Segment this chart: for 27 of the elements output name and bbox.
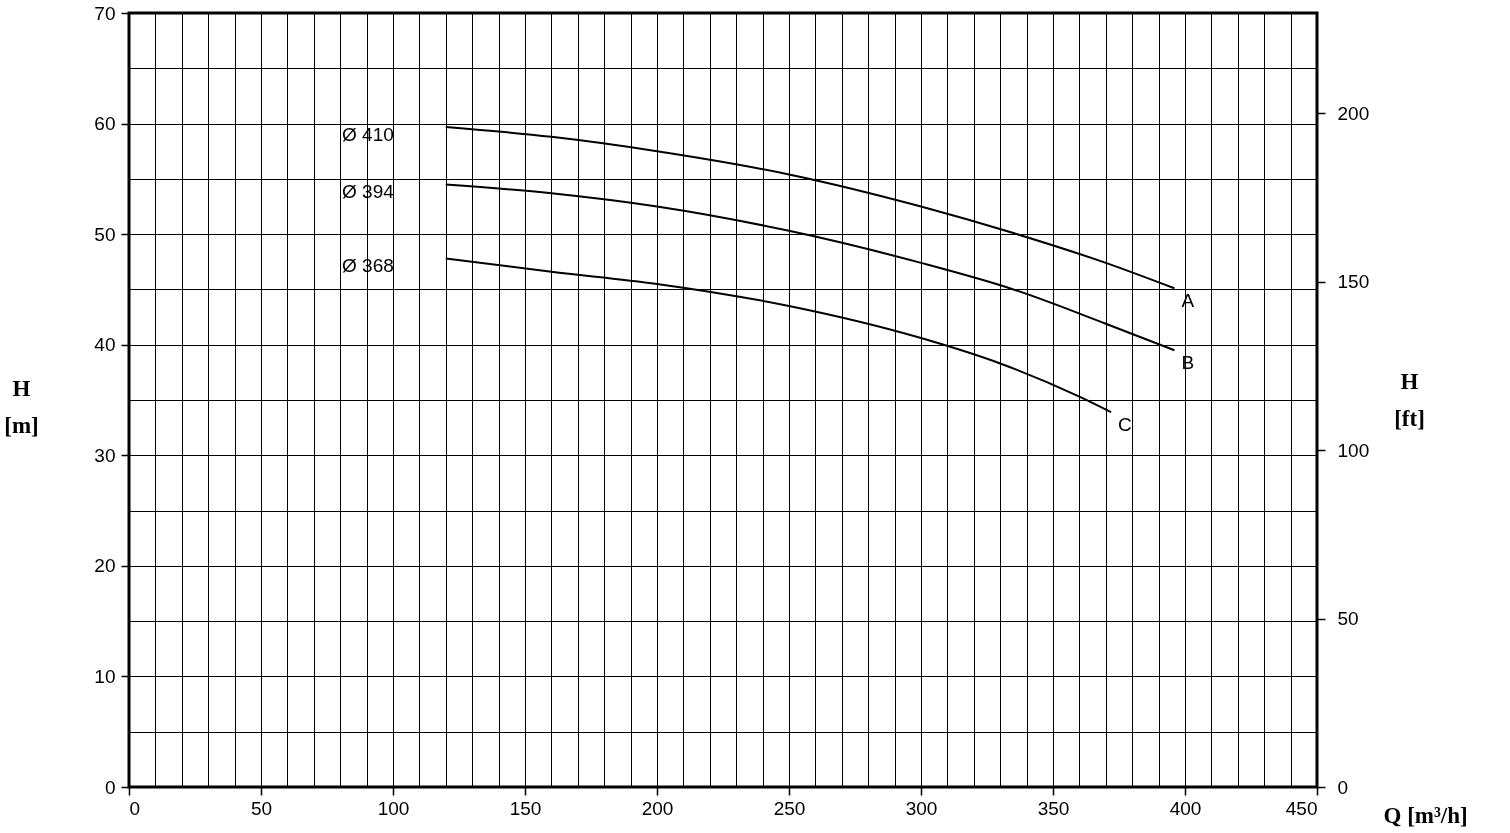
x-axis-title: Q [m³/h] bbox=[1383, 802, 1468, 828]
y-axis-title: H [m] bbox=[4, 375, 39, 438]
x-tick-label: 150 bbox=[509, 797, 542, 819]
y2-tick-label: 100 bbox=[1337, 439, 1370, 461]
y-tick-label: 50 bbox=[94, 223, 116, 245]
x-tick-label: 100 bbox=[377, 797, 410, 819]
y-tick-label: 30 bbox=[94, 444, 116, 466]
y2-tick-label: 200 bbox=[1337, 102, 1370, 124]
y2-tick-label: 50 bbox=[1337, 608, 1359, 630]
x-tick-label: 450 bbox=[1285, 797, 1318, 819]
y-tick-label: 70 bbox=[94, 2, 116, 24]
y-tick-label: 0 bbox=[104, 776, 116, 798]
y-tick-label: 60 bbox=[94, 113, 116, 135]
x-tick-label: 300 bbox=[905, 797, 938, 819]
y-tick-label: 10 bbox=[94, 665, 116, 687]
x-tick-label: 400 bbox=[1169, 797, 1202, 819]
y2-tick-label: 150 bbox=[1337, 271, 1370, 293]
x-tick-label: 250 bbox=[773, 797, 806, 819]
y2-axis-title: H [ft] bbox=[1394, 368, 1425, 431]
x-tick-label: 200 bbox=[641, 797, 674, 819]
series-label: C bbox=[1118, 414, 1132, 436]
x-tick-label: 0 bbox=[129, 797, 141, 819]
y2-tick-label: 0 bbox=[1337, 776, 1349, 798]
x-tick-label: 350 bbox=[1037, 797, 1070, 819]
x-tick-label: 50 bbox=[250, 797, 273, 819]
y-tick-label: 40 bbox=[94, 334, 116, 356]
y-tick-label: 20 bbox=[94, 555, 116, 577]
